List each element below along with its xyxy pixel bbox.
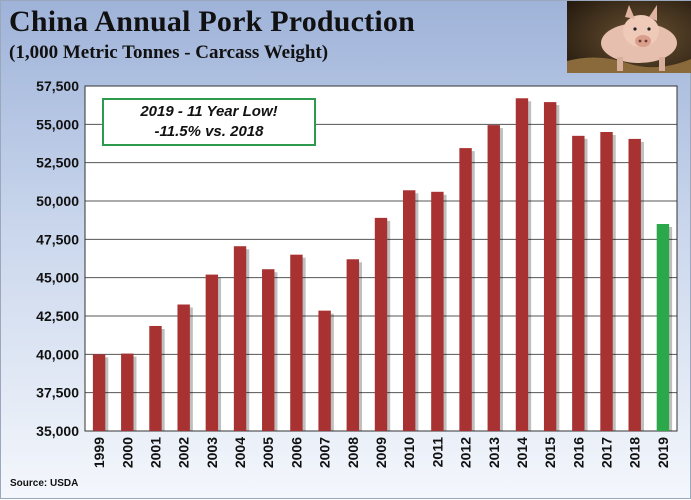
y-tick-label: 40,000	[36, 346, 79, 362]
y-tick-label: 37,500	[36, 385, 79, 401]
annotation-line-1: 2019 - 11 Year Low!	[140, 103, 278, 120]
bar-2002	[177, 304, 190, 431]
bar-2003	[205, 274, 219, 431]
annotation-box: 2019 - 11 Year Low! -11.5% vs. 2018	[102, 98, 316, 146]
bar-2015	[543, 102, 557, 431]
chart-title: China Annual Pork Production	[9, 5, 415, 38]
x-tick-label: 2005	[260, 437, 276, 468]
bar-2012	[459, 148, 472, 431]
bar-2008	[346, 259, 360, 431]
x-tick-label: 2010	[401, 437, 417, 468]
x-tick-label: 2011	[429, 437, 445, 468]
y-tick-label: 35,000	[36, 423, 79, 439]
bar-2013	[487, 125, 500, 431]
bar-1999	[92, 354, 106, 431]
x-tick-label: 2007	[317, 437, 333, 468]
y-tick-label: 57,500	[36, 78, 79, 94]
x-tick-label: 2014	[514, 437, 530, 468]
x-tick-label: 2009	[373, 437, 389, 468]
bar-layer	[92, 98, 673, 432]
pig-photo-icon	[567, 1, 691, 73]
bar-2010	[402, 190, 416, 431]
bar-2014	[515, 98, 529, 432]
bar-2009	[374, 217, 388, 431]
x-tick-label: 2012	[458, 437, 474, 468]
bar-2005	[262, 269, 275, 431]
x-tick-label: 2004	[232, 437, 248, 468]
x-tick-label: 2017	[599, 437, 615, 468]
bar-2018	[628, 138, 641, 431]
x-tick-label: 2006	[288, 437, 304, 468]
x-tick-label: 2001	[147, 437, 163, 468]
bar-2011	[431, 191, 444, 431]
bar-2001	[149, 325, 162, 431]
y-tick-label: 52,500	[36, 155, 79, 171]
annotation-line-2: -11.5% vs. 2018	[154, 123, 264, 140]
bar-2019	[656, 224, 670, 431]
source-note: Source: USDA	[10, 478, 79, 489]
bar-2017	[600, 132, 613, 431]
bar-2016	[572, 135, 585, 432]
x-tick-label: 2003	[204, 437, 220, 468]
x-tick-label: 2000	[119, 437, 135, 468]
x-tick-label: 2019	[655, 437, 671, 468]
y-tick-label: 45,000	[36, 270, 79, 286]
bar-2000	[121, 353, 134, 431]
x-tick-label: 2008	[345, 437, 361, 468]
bar-2004	[233, 246, 247, 431]
y-axis-ticks: 35,000 37,500 40,000 42,500 45,000 47,500 50,0…	[36, 78, 79, 439]
x-tick-label: 1999	[91, 437, 107, 468]
bar-2006	[290, 254, 303, 431]
y-tick-label: 55,000	[36, 116, 79, 132]
bar-2007	[318, 310, 331, 431]
y-tick-label: 47,500	[36, 231, 79, 247]
x-tick-label: 2015	[542, 437, 558, 468]
chart-subtitle: (1,000 Metric Tonnes - Carcass Weight)	[9, 42, 329, 63]
x-tick-label: 2002	[176, 437, 192, 468]
x-tick-label: 2018	[627, 437, 643, 468]
y-tick-label: 42,500	[36, 308, 79, 324]
x-tick-label: 2013	[486, 437, 502, 468]
x-axis-ticks: 1999 2000 2001 2002 2003 2004 2005 2006 2007 2008…	[91, 437, 671, 468]
y-tick-label: 50,000	[36, 193, 79, 209]
x-tick-label: 2016	[570, 437, 586, 468]
